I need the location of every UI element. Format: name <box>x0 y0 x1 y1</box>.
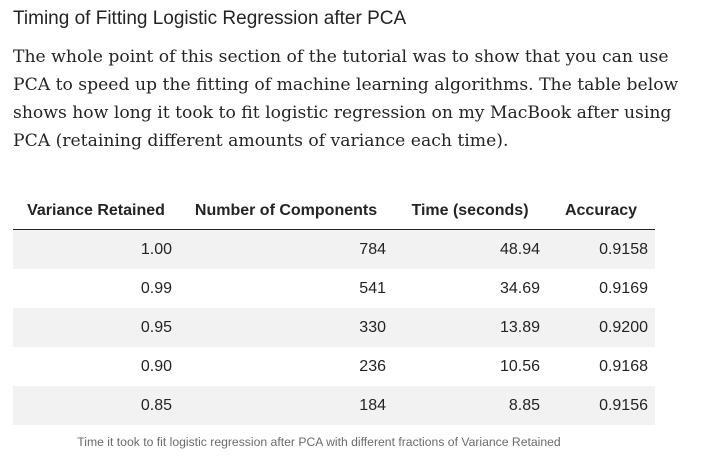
intro-paragraph: The whole point of this section of the t… <box>13 47 679 151</box>
header-number-of-components: Number of Components <box>179 193 393 230</box>
cell-accuracy: 0.9200 <box>547 308 655 347</box>
cell-variance-retained: 0.99 <box>140 279 172 297</box>
header-variance-retained: Variance Retained <box>13 193 179 230</box>
cell-variance-retained: 0.90 <box>140 357 172 375</box>
header-time-seconds: Time (seconds) <box>393 193 547 230</box>
cell-time-seconds: 13.89 <box>393 308 547 347</box>
table-header-row: Variance Retained Number of Components T… <box>13 193 655 230</box>
header-accuracy: Accuracy <box>547 193 655 230</box>
table-row: 0.90 236 10.56 0.9168 <box>13 347 655 386</box>
section-heading: Timing of Fitting Logistic Regression af… <box>13 8 407 29</box>
cell-variance-retained: 1.00 <box>13 229 179 269</box>
cell-number-of-components: 541 <box>359 279 386 297</box>
table-row: 0.85 184 8.85 0.9156 <box>13 386 655 425</box>
cell-time-seconds: 8.85 <box>393 386 547 425</box>
cell-time-seconds: 48.94 <box>393 229 547 269</box>
table-caption: Time it took to fit logistic regression … <box>77 435 561 449</box>
table-row: 0.99 541 34.69 0.9169 <box>13 269 655 308</box>
cell-number-of-components: 330 <box>179 308 393 347</box>
table-row: 1.00 784 48.94 0.9158 <box>13 229 655 269</box>
cell-time-seconds: 34.69 <box>499 279 540 297</box>
cell-number-of-components: 184 <box>179 386 393 425</box>
cell-number-of-components: 236 <box>359 357 386 375</box>
cell-accuracy: 0.9168 <box>599 357 648 375</box>
results-table: Variance Retained Number of Components T… <box>13 193 655 425</box>
table-row: 0.95 330 13.89 0.9200 <box>13 308 655 347</box>
cell-accuracy: 0.9169 <box>599 279 648 297</box>
cell-accuracy: 0.9158 <box>547 229 655 269</box>
cell-time-seconds: 10.56 <box>499 357 540 375</box>
cell-number-of-components: 784 <box>179 229 393 269</box>
cell-variance-retained: 0.85 <box>13 386 179 425</box>
cell-variance-retained: 0.95 <box>13 308 179 347</box>
cell-accuracy: 0.9156 <box>547 386 655 425</box>
